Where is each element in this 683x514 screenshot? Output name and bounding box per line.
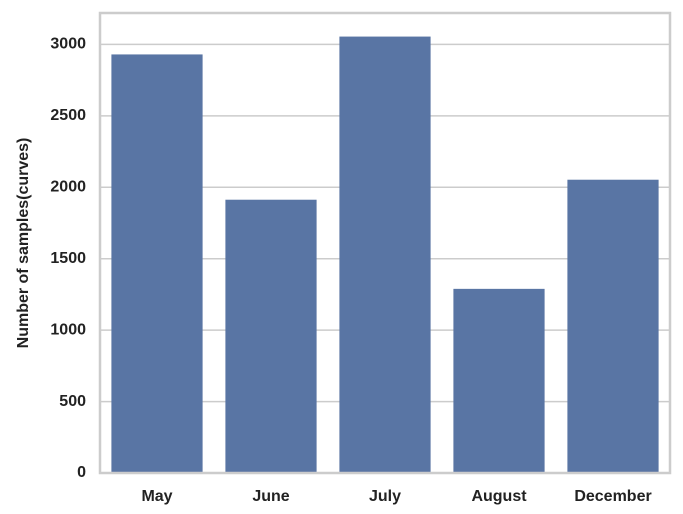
y-tick-label: 0 <box>77 464 86 481</box>
plot-frame <box>98 11 672 475</box>
y-axis-label: Number of samples(curves) <box>15 138 32 349</box>
x-tick-label: July <box>369 488 401 505</box>
x-tick-label: December <box>574 488 651 505</box>
y-tick-label: 1000 <box>50 321 86 338</box>
y-tick-label: 3000 <box>50 36 86 53</box>
x-tick-label: June <box>252 488 289 505</box>
y-tick-label: 2500 <box>50 107 86 124</box>
x-tick-label: August <box>471 488 527 505</box>
bar <box>567 179 659 473</box>
bar <box>453 288 545 473</box>
bar <box>339 36 431 473</box>
y-tick-label: 1500 <box>50 250 86 267</box>
x-tick-label: May <box>141 488 172 505</box>
bar <box>111 54 203 474</box>
bar <box>225 199 317 473</box>
y-tick-label: 500 <box>59 393 86 410</box>
y-tick-label: 2000 <box>50 179 86 196</box>
